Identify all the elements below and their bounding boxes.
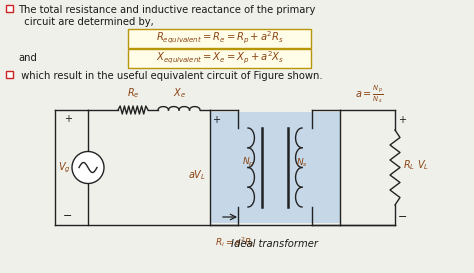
Text: $X_{equivalent} = X_e = X_p + a^2X_s$: $X_{equivalent} = X_e = X_p + a^2X_s$: [156, 50, 284, 66]
Text: $N_s$: $N_s$: [296, 156, 308, 169]
Text: +: +: [64, 114, 72, 124]
Circle shape: [72, 152, 104, 183]
Text: $aV_L$: $aV_L$: [188, 169, 206, 182]
Text: $R_e$: $R_e$: [127, 86, 139, 100]
FancyBboxPatch shape: [128, 49, 311, 67]
Text: $a = \frac{N_p}{N_s}$: $a = \frac{N_p}{N_s}$: [355, 83, 383, 105]
Bar: [6, 5, 13, 12]
Text: Ideal transformer: Ideal transformer: [231, 239, 319, 249]
Text: The total resistance and inductive reactance of the primary: The total resistance and inductive react…: [18, 5, 315, 15]
Text: and: and: [18, 53, 37, 63]
Text: $V_L$: $V_L$: [417, 159, 429, 173]
Text: +: +: [212, 115, 220, 125]
Text: +: +: [398, 115, 406, 125]
Text: $N_p$: $N_p$: [242, 156, 254, 169]
Text: $V_g$: $V_g$: [58, 160, 70, 175]
Text: $R_L$: $R_L$: [403, 159, 415, 173]
Text: $R_i = a^2R_L$: $R_i = a^2R_L$: [215, 235, 256, 249]
Text: $X_e$: $X_e$: [173, 86, 185, 100]
Text: which result in the useful equivalent circuit of Figure shown.: which result in the useful equivalent ci…: [18, 71, 323, 81]
Text: circuit are determined by,: circuit are determined by,: [18, 17, 154, 27]
Text: $R_{equivalent} = R_e = R_p + a^2R_s$: $R_{equivalent} = R_e = R_p + a^2R_s$: [156, 30, 284, 46]
FancyBboxPatch shape: [210, 112, 340, 223]
FancyBboxPatch shape: [128, 28, 311, 48]
Text: −: −: [64, 211, 73, 221]
Text: −: −: [398, 212, 407, 222]
Bar: [6, 71, 13, 78]
